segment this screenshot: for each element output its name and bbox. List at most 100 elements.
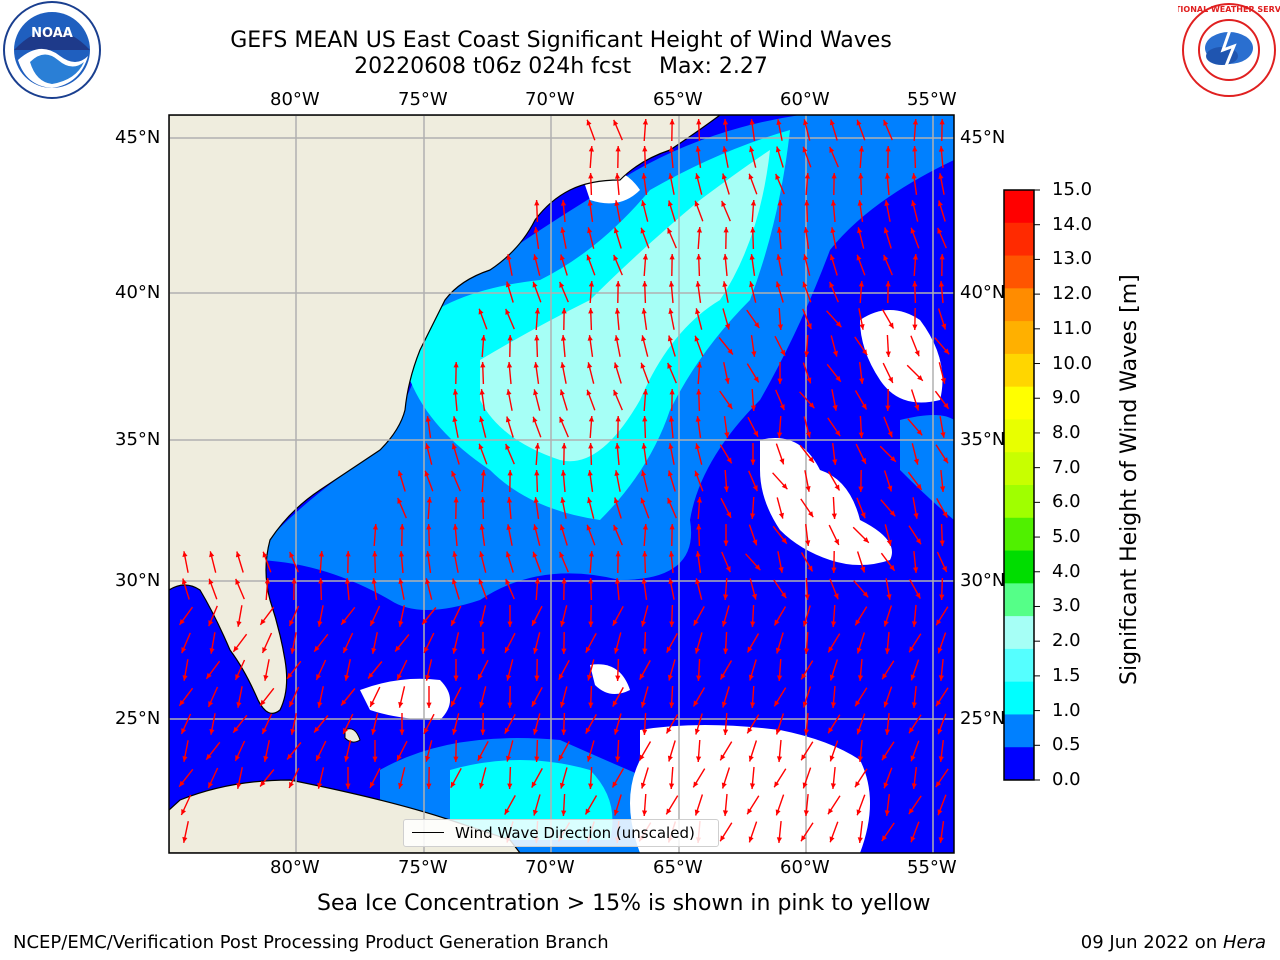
- colorbar: [1003, 189, 1040, 781]
- wave-arrow-head: [263, 675, 269, 681]
- wave-arrow-head: [559, 389, 565, 396]
- wave-arrow-head: [587, 335, 593, 341]
- wave-arrow-head: [803, 810, 809, 816]
- wave-arrow-head: [612, 700, 618, 707]
- wave-arrow-head: [505, 551, 511, 558]
- wave-arrow-head: [587, 674, 593, 681]
- nws-logo: NATIONAL WEATHER SERVICE: [1178, 3, 1280, 97]
- wave-arrow-head: [804, 594, 810, 600]
- wave-arrow-head: [830, 702, 837, 708]
- wave-arrow-head: [917, 375, 923, 381]
- wave-arrow-head: [398, 701, 404, 708]
- wave-arrow-head: [424, 727, 429, 734]
- wave-arrow-head: [750, 405, 756, 411]
- wave-arrow-head: [452, 728, 458, 735]
- wave-arrow-head: [779, 404, 785, 411]
- wave-arrow-head: [829, 119, 835, 126]
- wave-arrow-head: [452, 524, 459, 530]
- wave-arrow-head: [558, 754, 564, 761]
- colorbar-tick-label: 11.0: [1052, 317, 1093, 339]
- wave-arrow-head: [753, 430, 758, 437]
- wave-arrow-head: [883, 119, 889, 126]
- wave-arrow-head: [856, 647, 862, 654]
- wave-arrow-head: [453, 675, 459, 681]
- wave-arrow-head: [725, 566, 731, 573]
- wave-arrow-head: [314, 645, 320, 652]
- wave-arrow-head: [206, 672, 212, 679]
- wave-arrow-head: [667, 362, 673, 369]
- wave-arrow-head: [561, 810, 567, 816]
- wave-arrow-head: [667, 674, 673, 681]
- wave-arrow-head: [943, 402, 949, 409]
- lon-label-top: 65°W: [653, 89, 703, 110]
- wave-arrow-head: [914, 350, 920, 357]
- wave-arrow-head: [750, 513, 756, 519]
- wave-arrow-head: [585, 808, 591, 815]
- wave-arrow-head: [829, 755, 835, 762]
- wave-arrow-head: [559, 524, 565, 531]
- wave-arrow-head: [588, 416, 594, 422]
- lon-label-top: 70°W: [525, 89, 575, 110]
- wave-arrow-head: [208, 578, 214, 585]
- wave-arrow-head: [451, 470, 457, 477]
- wave-arrow-head: [506, 254, 512, 260]
- wave-arrow-head: [938, 173, 944, 179]
- wave-arrow-head: [208, 782, 213, 788]
- wave-arrow-head: [861, 457, 866, 464]
- wave-arrow-head: [479, 416, 485, 423]
- wave-arrow-head: [233, 726, 239, 733]
- lat-label-right: 45°N: [960, 127, 1006, 148]
- wave-arrow-head: [751, 351, 757, 357]
- wave-arrow-head: [883, 782, 889, 789]
- colorbar-swatch: [1004, 419, 1034, 453]
- wave-arrow-head: [939, 254, 945, 260]
- wave-arrow-head: [642, 810, 648, 816]
- wave-arrow-head: [559, 416, 565, 423]
- wave-arrow-head: [802, 281, 808, 288]
- wave-arrow-head: [747, 808, 753, 815]
- wave-arrow-head: [260, 780, 266, 787]
- wave-arrow-head: [397, 754, 402, 761]
- wave-arrow-head: [831, 621, 837, 627]
- lon-label-bottom: 75°W: [398, 857, 448, 878]
- wave-arrow-head: [935, 781, 941, 788]
- wave-arrow-head: [533, 254, 539, 261]
- wave-arrow-head: [775, 281, 781, 288]
- wave-arrow-head: [750, 702, 756, 708]
- wave-arrow-head: [181, 647, 187, 654]
- wave-arrow-head: [855, 619, 861, 626]
- wave-arrow-head: [586, 524, 592, 531]
- wave-arrow-head: [451, 578, 457, 585]
- wave-arrow-head: [587, 470, 593, 476]
- wave-arrow-head: [721, 782, 727, 789]
- wave-arrow-head: [938, 675, 944, 681]
- wave-arrow-head: [613, 227, 619, 234]
- wave-arrow-head: [372, 756, 378, 762]
- wave-arrow-head: [669, 783, 675, 789]
- wave-arrow-head: [533, 524, 539, 531]
- wave-arrow-head: [480, 470, 486, 476]
- wave-arrow-head: [720, 835, 726, 842]
- wave-arrow-head: [860, 566, 866, 573]
- wave-arrow-head: [289, 620, 295, 626]
- wave-arrow-head: [534, 578, 540, 584]
- colorbar-tick-label: 13.0: [1052, 248, 1093, 270]
- lon-label-bottom: 60°W: [780, 857, 830, 878]
- wave-arrow-head: [829, 281, 835, 288]
- colorbar-swatch: [1004, 616, 1034, 650]
- wave-arrow-head: [614, 578, 621, 584]
- wave-arrow-head: [561, 578, 567, 584]
- wave-arrow-head: [857, 227, 863, 234]
- wave-arrow-head: [451, 700, 456, 707]
- wave-arrow-head: [588, 578, 594, 584]
- wave-arrow-head: [937, 647, 943, 654]
- wave-arrow-head: [938, 756, 944, 762]
- wave-arrow-head: [372, 524, 378, 530]
- wave-arrow-head: [909, 646, 915, 653]
- wave-arrow-head: [749, 281, 755, 288]
- wave-arrow-head: [776, 119, 782, 125]
- wave-arrow-head: [723, 729, 729, 735]
- wave-arrow-head: [748, 836, 754, 843]
- wave-arrow-head: [834, 538, 839, 545]
- wave-arrow-head: [478, 443, 484, 450]
